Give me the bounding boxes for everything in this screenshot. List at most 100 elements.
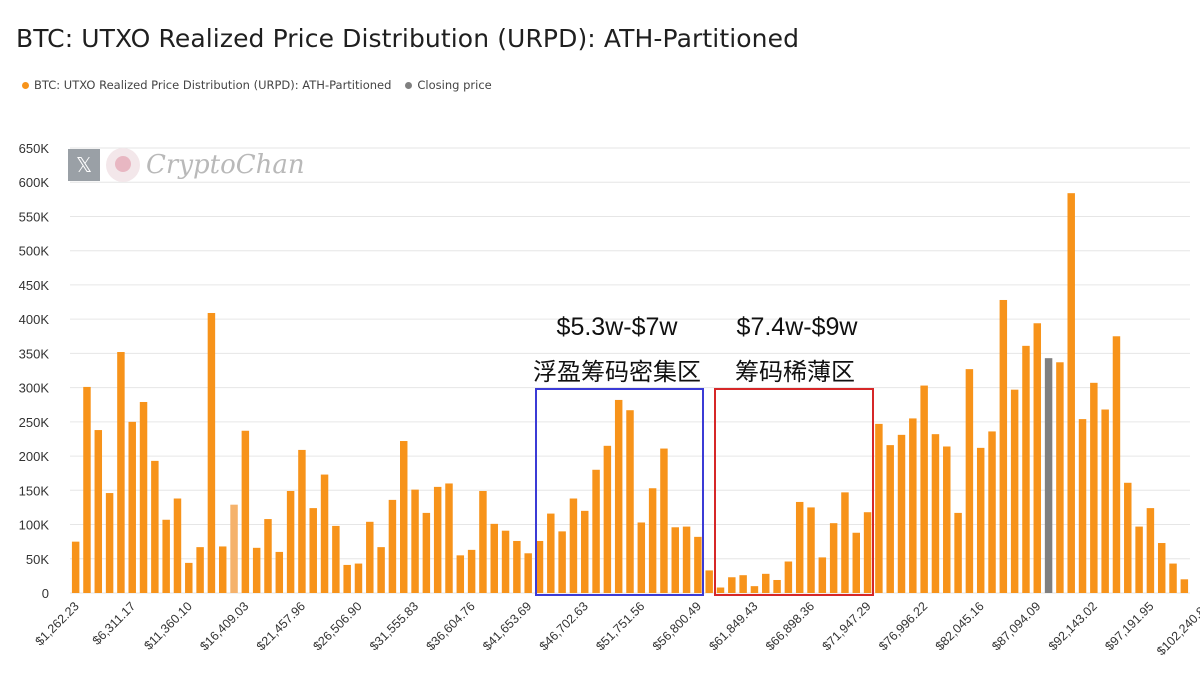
bar[interactable] [501,530,510,593]
bar[interactable] [422,512,431,593]
bar[interactable] [739,575,747,593]
bar[interactable] [1169,563,1177,593]
bar[interactable] [581,510,589,593]
bar[interactable] [897,434,906,593]
bar[interactable] [433,486,442,593]
bar[interactable] [275,551,284,593]
bar[interactable] [456,555,465,593]
bar[interactable] [807,507,815,593]
bar[interactable] [1078,419,1087,593]
bar[interactable] [151,460,159,593]
bar[interactable] [196,547,204,593]
bar[interactable] [841,492,849,593]
bar[interactable] [886,445,894,593]
bar[interactable] [648,488,657,593]
bar[interactable] [954,512,962,593]
bar[interactable] [728,577,736,593]
bar[interactable] [128,421,136,593]
bar[interactable] [1101,409,1109,593]
bar[interactable] [829,523,838,593]
legend-item-closing[interactable]: Closing price [405,78,492,92]
bar[interactable] [479,490,487,593]
bar[interactable] [1124,482,1132,593]
bar[interactable] [230,504,238,593]
bar[interactable] [682,526,691,593]
bar[interactable] [1056,362,1064,593]
bar[interactable] [241,430,250,593]
bar[interactable] [71,541,80,593]
bar[interactable] [105,493,114,593]
bar[interactable] [400,441,408,593]
bar[interactable] [173,498,182,593]
bar[interactable] [343,564,351,593]
bar[interactable] [671,527,679,593]
bar[interactable] [637,522,646,593]
bar[interactable] [965,369,974,593]
bar[interactable] [467,549,476,593]
bar[interactable] [490,523,498,593]
bar[interactable] [1090,382,1098,593]
bar[interactable] [795,501,804,593]
bar[interactable] [1022,345,1030,593]
bar[interactable] [298,449,306,593]
bar[interactable] [264,519,272,593]
bar[interactable] [252,547,261,593]
bar[interactable] [1033,323,1042,593]
bar[interactable] [694,536,702,593]
bar[interactable] [626,410,634,593]
bar[interactable] [762,573,770,593]
bar[interactable] [909,418,917,593]
closing-price-bar[interactable] [1044,358,1053,593]
bar[interactable] [988,431,996,593]
bar[interactable] [354,563,363,593]
bar[interactable] [614,399,623,593]
bar[interactable] [931,434,940,593]
bar[interactable] [185,562,193,593]
bar[interactable] [377,547,385,593]
bar[interactable] [558,531,566,593]
bar[interactable] [1180,579,1189,593]
bar[interactable] [603,445,612,593]
bar[interactable] [1146,508,1155,593]
bar[interactable] [920,385,928,593]
bar[interactable] [1067,193,1075,593]
bar[interactable] [524,553,532,593]
bar[interactable] [388,499,397,593]
bar[interactable] [207,312,216,593]
bar[interactable] [750,586,759,593]
bar[interactable] [1135,526,1143,593]
bar[interactable] [1112,336,1121,593]
bar[interactable] [445,483,453,593]
bar[interactable] [366,521,374,593]
bar[interactable] [117,352,125,593]
bar[interactable] [592,469,600,593]
bar[interactable] [569,498,578,593]
bar[interactable] [943,446,951,593]
bar[interactable] [1157,543,1166,593]
bar[interactable] [875,423,883,593]
bar[interactable] [1010,389,1019,593]
legend-item-urpd[interactable]: BTC: UTXO Realized Price Distribution (U… [22,78,391,92]
bar[interactable] [218,546,227,593]
bar[interactable] [320,474,329,593]
bar[interactable] [999,299,1008,593]
bar[interactable] [411,489,419,593]
bar[interactable] [139,401,148,593]
bar[interactable] [773,579,781,593]
bar[interactable] [716,587,725,593]
bar[interactable] [660,448,668,593]
bar[interactable] [83,386,91,593]
bar[interactable] [818,557,827,593]
bar[interactable] [535,540,544,593]
bar[interactable] [286,490,295,593]
bar[interactable] [309,508,317,593]
bar[interactable] [513,540,521,593]
bar[interactable] [547,513,555,593]
bar[interactable] [852,532,860,593]
bar[interactable] [976,447,985,593]
bar[interactable] [94,430,103,593]
bar[interactable] [863,512,872,593]
bar[interactable] [162,519,170,593]
bar[interactable] [705,570,713,593]
bar[interactable] [332,525,340,593]
